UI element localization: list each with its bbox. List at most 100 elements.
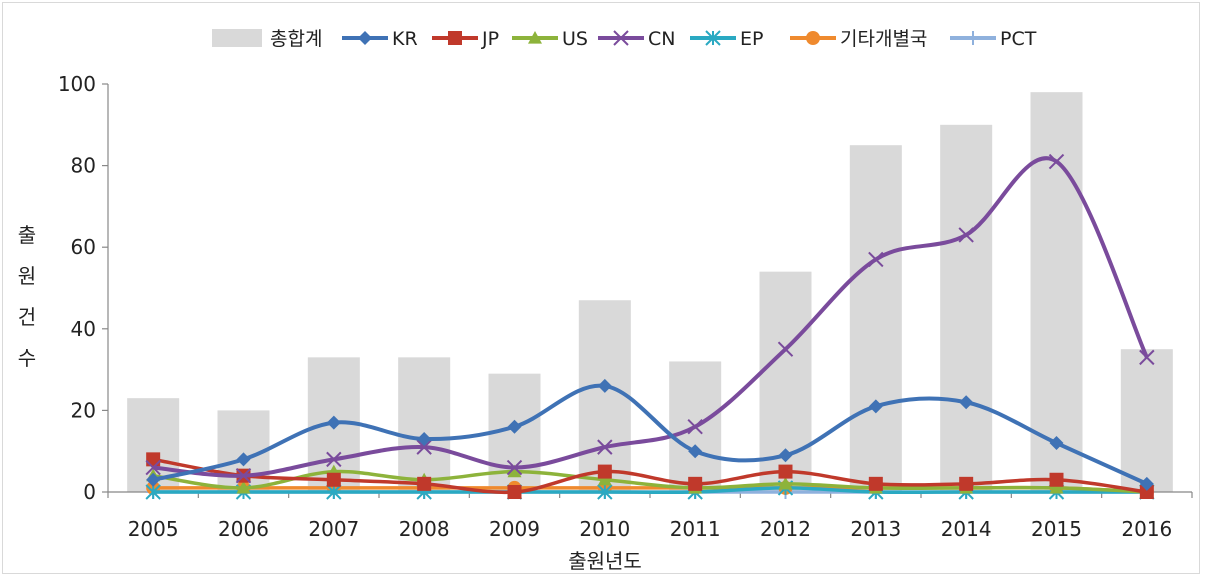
point-JP-2009 xyxy=(507,485,522,499)
point-CN-2008 xyxy=(416,439,432,455)
point-CN-2006 xyxy=(235,467,252,484)
point-JP-2008 xyxy=(417,476,432,491)
point-CN-2015 xyxy=(1048,153,1065,170)
legend-label: EP xyxy=(740,28,763,50)
point-JP-2012 xyxy=(778,464,793,479)
bar-2008 xyxy=(398,357,451,492)
point-JP-2016 xyxy=(1139,485,1154,499)
tick-labels: 0 20 40 60 80 100 2005 2006 2007 2008 2009 2010 2011… xyxy=(58,72,1172,541)
point-EP-2007 xyxy=(326,484,342,500)
point-KR-2011 xyxy=(688,444,703,459)
y-tick-label: 80 xyxy=(71,154,96,178)
point-CN-2014 xyxy=(958,227,974,243)
legend-marker xyxy=(448,31,462,45)
bar-2013 xyxy=(849,145,902,492)
bars xyxy=(127,92,1173,493)
legend-label: KR xyxy=(392,28,418,50)
point-CN-2007 xyxy=(326,451,342,468)
point-KR-2014 xyxy=(959,395,974,410)
series-lines xyxy=(145,153,1155,500)
y-tick-label: 100 xyxy=(58,72,96,96)
point-KR-2015 xyxy=(1049,436,1064,451)
point-KR-2009 xyxy=(507,419,522,434)
y-axis-title-char: 수 xyxy=(18,346,36,370)
legend-marker xyxy=(358,31,372,45)
x-tick-label: 2014 xyxy=(941,517,992,541)
series-line-EP xyxy=(153,486,1147,495)
point-KR-2006 xyxy=(236,452,251,467)
x-tick-label: 2010 xyxy=(579,517,630,541)
series-KR xyxy=(146,378,1154,491)
legend-marker xyxy=(966,31,980,45)
legend-swatch xyxy=(212,29,262,47)
point-KR-2013 xyxy=(868,399,883,414)
legend-marker xyxy=(528,31,542,44)
legend-item-PCT: PCT xyxy=(950,28,1037,50)
bar-2014 xyxy=(940,124,993,493)
x-tick-label: 2009 xyxy=(489,517,540,541)
legend-label: CN xyxy=(648,28,675,50)
x-tick-label: 2011 xyxy=(670,517,721,541)
x-tick-label: 2008 xyxy=(399,517,450,541)
y-axis-title-char: 출 xyxy=(18,223,36,247)
legend-label: 총합계 xyxy=(270,28,322,50)
point-KR-2016 xyxy=(1139,476,1154,491)
point-JP-2007 xyxy=(326,472,341,487)
legend-marker xyxy=(806,31,820,45)
point-CN-2005 xyxy=(145,459,161,476)
x-axis-title: 출원년도 xyxy=(568,549,642,573)
legend: 총합계 KR JP US CN EP 기타개별국 PCT xyxy=(212,28,1037,50)
point-EP-2010 xyxy=(597,484,613,500)
point-US-2009 xyxy=(507,464,522,478)
bar-2016 xyxy=(1120,349,1173,492)
point-CN-2013 xyxy=(868,251,884,268)
y-tick-label: 20 xyxy=(71,398,96,422)
legend-marker xyxy=(705,30,721,46)
point-US-2015 xyxy=(1049,480,1064,494)
x-tick-label: 2015 xyxy=(1031,517,1082,541)
point-CN-2016 xyxy=(1139,349,1155,366)
y-axis-title-char: 원 xyxy=(18,264,36,288)
point-US-2006 xyxy=(236,480,251,494)
y-tick-label: 40 xyxy=(71,317,96,341)
point-US-2012 xyxy=(778,476,793,490)
legend-item-EP: EP xyxy=(690,28,763,50)
legend-label: PCT xyxy=(1000,28,1037,50)
legend-label: JP xyxy=(481,28,499,50)
legend-label: 기타개별국 xyxy=(840,28,927,50)
x-tick-label: 2007 xyxy=(308,517,359,541)
legend-item-KR: KR xyxy=(342,28,418,50)
series-JP xyxy=(146,452,1154,499)
x-tick-label: 2016 xyxy=(1121,517,1172,541)
legend-item-JP: JP xyxy=(432,28,499,50)
y-axis-title-char: 건 xyxy=(18,305,36,329)
point-CN-2012 xyxy=(777,341,794,357)
point-JP-2005 xyxy=(146,452,161,467)
series-CN xyxy=(145,153,1155,484)
point-KR-2007 xyxy=(326,415,341,430)
point-CN-2010 xyxy=(597,439,613,455)
point-US-2010 xyxy=(597,472,612,486)
legend-label: US xyxy=(562,28,588,50)
point-JP-2010 xyxy=(597,464,612,479)
point-JP-2011 xyxy=(688,476,703,491)
point-JP-2015 xyxy=(1049,472,1064,487)
x-tick-label: 2006 xyxy=(218,517,269,541)
legend-item-총합계: 총합계 xyxy=(212,28,322,50)
series-line-KR xyxy=(152,383,1148,486)
legend-item-CN: CN xyxy=(598,28,675,50)
legend-item-기타개별국: 기타개별국 xyxy=(790,28,927,50)
point-KR-2005 xyxy=(146,472,161,487)
point-JP-2014 xyxy=(959,476,974,491)
series-line-CN xyxy=(152,156,1149,478)
legend-marker xyxy=(613,30,629,46)
bar-2010 xyxy=(578,300,631,492)
point-KR-2010 xyxy=(597,378,612,393)
x-tick-label: 2013 xyxy=(850,517,901,541)
x-tick-label: 2012 xyxy=(760,517,811,541)
point-CN-2009 xyxy=(506,459,523,476)
point-KR-2008 xyxy=(417,431,432,446)
y-tick-label: 0 xyxy=(83,480,96,504)
